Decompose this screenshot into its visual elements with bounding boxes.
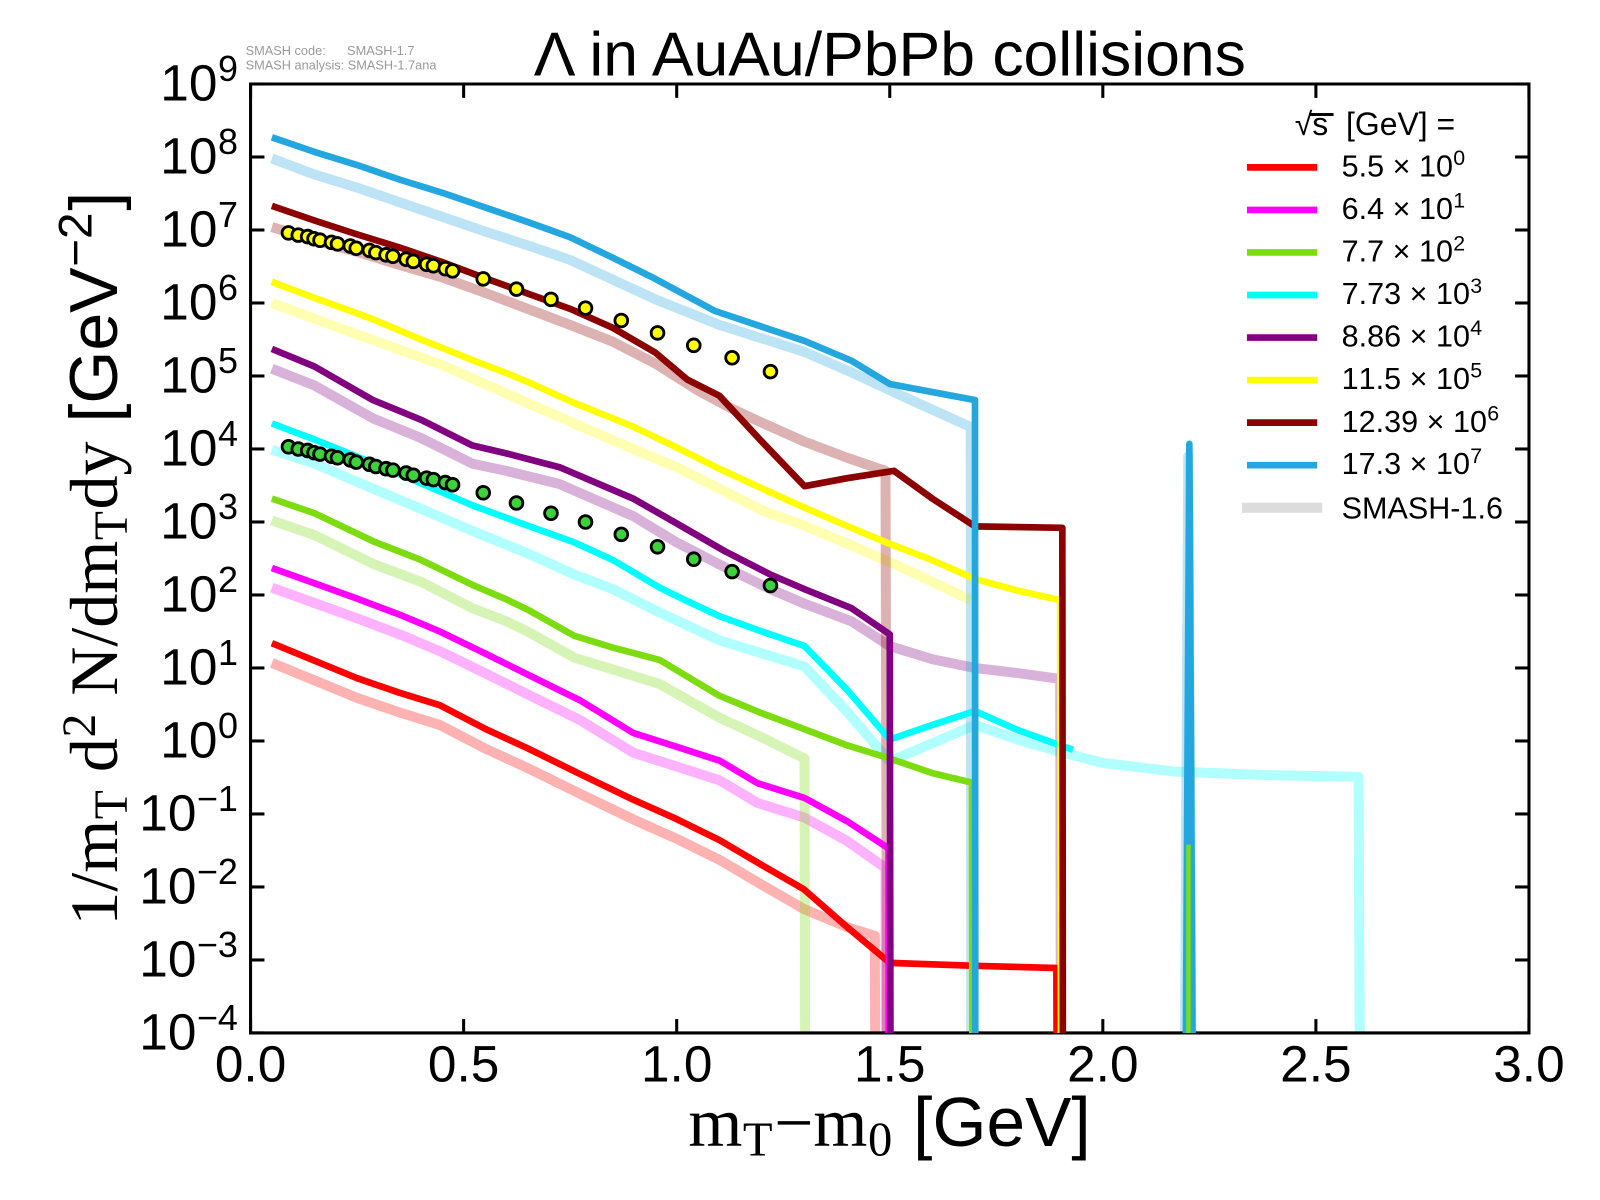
svg-text:1 0 9: 1 0 9 <box>160 41 327 112</box>
svg-text:0.5: 0.5 <box>428 1034 499 1092</box>
svg-text:1 0 4: 1 0 4 <box>160 406 327 478</box>
svg-text:1 / m d: 1 / m d N / d m d y T 2 T [ G e V ] − 2 <box>50 103 138 926</box>
svg-text:1.5: 1.5 <box>854 1034 925 1092</box>
svg-text:1.0: 1.0 <box>641 1034 712 1092</box>
svg-text:√s [GeV] =: √s [GeV] = <box>1295 106 1455 142</box>
svg-text:2.0: 2.0 <box>1067 1034 1138 1092</box>
svg-text:1 0 5: 1 0 5 <box>160 333 327 405</box>
svg-text:Λ in AuAu/PbPb collisions: Λ in AuAu/PbPb collisions <box>534 20 1246 90</box>
svg-text:1 0 −: 1 0 − 2 <box>139 844 327 915</box>
svg-text:1 0 2: 1 0 2 <box>160 552 327 623</box>
svg-text:SMASH code: SMASH-1.7: SMASH code: SMASH-1.7 <box>246 43 415 58</box>
svg-text:SMASH analysis: SMASH-1.7ana: SMASH analysis: SMASH-1.7ana <box>246 58 438 73</box>
svg-text:7 . 7 3: 7 . 7 3 × 1 0 3 <box>1342 253 1560 316</box>
svg-text:1 7 . 3: 1 7 . 3 × 1 0 7 <box>1342 423 1560 486</box>
svg-text:1 0 0: 1 0 0 <box>160 698 327 769</box>
svg-text:SMASH-1.6: SMASH-1.6 <box>1342 491 1503 525</box>
svg-text:1 0 1: 1 0 1 <box>160 625 327 697</box>
svg-text:m − m T: m − m T 0 [ G e V ] <box>688 1083 1168 1167</box>
svg-text:1 0 6: 1 0 6 <box>160 260 327 331</box>
svg-text:1 1 . 5: 1 1 . 5 × 1 0 5 <box>1342 338 1560 401</box>
svg-text:1 0 −: 1 0 − 1 <box>139 771 327 843</box>
svg-text:1 0 3: 1 0 3 <box>160 479 327 550</box>
svg-text:5 . 5: 5 . 5 × 1 0 0 <box>1342 125 1543 188</box>
svg-text:1 2 . 3: 1 2 . 3 9 × 1 0 6 <box>1342 380 1577 443</box>
svg-text:8 . 8 6: 8 . 8 6 × 1 0 4 <box>1342 295 1560 358</box>
svg-text:7 . 7: 7 . 7 × 1 0 2 <box>1342 210 1543 273</box>
svg-text:1 0 −: 1 0 − 3 <box>139 917 327 988</box>
svg-text:2.5: 2.5 <box>1280 1034 1351 1092</box>
svg-text:1 0 8: 1 0 8 <box>160 114 327 185</box>
svg-text:6 . 4: 6 . 4 × 1 0 1 <box>1342 168 1543 231</box>
svg-text:0.0: 0.0 <box>215 1034 286 1092</box>
svg-text:1 0 −: 1 0 − 4 <box>139 990 327 1062</box>
svg-text:3.0: 3.0 <box>1493 1034 1564 1092</box>
svg-text:1 0 7: 1 0 7 <box>160 187 327 259</box>
